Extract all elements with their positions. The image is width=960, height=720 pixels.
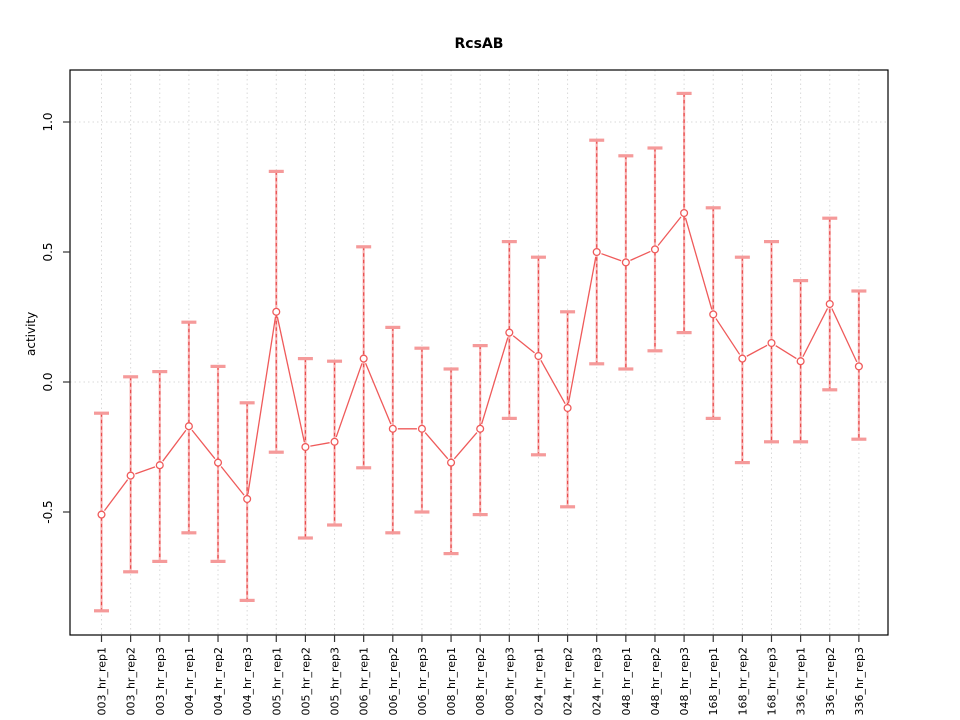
data-point <box>650 245 660 254</box>
x-tick-label: 024_hr_rep3 <box>591 647 604 716</box>
x-tick-label: 168_hr_rep3 <box>765 647 778 716</box>
x-tick-label: 004_hr_rep1 <box>183 647 196 716</box>
data-point <box>563 403 572 413</box>
series-line-segment <box>775 345 797 360</box>
series-line-segment <box>540 360 566 404</box>
data-point <box>680 208 689 218</box>
data-point <box>447 458 456 467</box>
data-point <box>301 442 310 452</box>
y-tick-label: 0.0 <box>41 372 55 391</box>
data-point <box>767 338 776 348</box>
x-tick-label: 005_hr_rep2 <box>299 647 312 716</box>
series-line-segment <box>657 216 682 246</box>
data-point <box>243 494 252 504</box>
data-point <box>621 258 630 267</box>
series-line-segment <box>684 217 713 310</box>
data-point <box>592 247 601 257</box>
data-point <box>476 424 485 433</box>
y-tick-label: -0.5 <box>41 500 55 523</box>
x-tick-label: 048_hr_rep2 <box>649 647 662 716</box>
data-point <box>854 362 863 371</box>
x-tick-label: 024_hr_rep2 <box>562 647 575 716</box>
series-line-segment <box>802 308 829 358</box>
data-point <box>213 458 223 467</box>
series-line-segment <box>424 432 449 460</box>
data-point <box>330 437 339 446</box>
x-tick-label: 003_hr_rep1 <box>96 647 109 716</box>
data-point <box>738 354 747 363</box>
data-point <box>388 424 397 433</box>
data-point <box>184 422 193 431</box>
data-point <box>126 471 135 480</box>
data-point <box>825 299 834 309</box>
x-tick-label: 003_hr_rep2 <box>125 647 138 716</box>
series-line-segment <box>715 318 741 355</box>
plot-box <box>69 69 889 636</box>
x-tick-label: 048_hr_rep1 <box>620 647 633 716</box>
x-tick-label: 005_hr_rep3 <box>329 647 342 716</box>
series-line-segment <box>746 344 768 357</box>
series-line-segment <box>335 363 363 438</box>
x-tick-label: 005_hr_rep1 <box>270 647 283 716</box>
x-tick-label: 336_hr_rep1 <box>795 647 808 716</box>
series-line-segment <box>481 337 509 425</box>
x-tick-label: 006_hr_rep3 <box>416 647 429 716</box>
y-tick-label: 1.0 <box>41 112 55 131</box>
series-line-segment <box>135 466 156 475</box>
series-line-segment <box>512 335 535 354</box>
x-tick-label: 168_hr_rep2 <box>736 647 749 716</box>
series-line-segment <box>453 432 478 460</box>
data-point <box>534 351 543 361</box>
data-point <box>417 424 426 433</box>
series-line-segment <box>276 316 305 443</box>
x-tick-label: 004_hr_rep3 <box>241 647 254 716</box>
x-tick-label: 008_hr_rep1 <box>445 647 458 716</box>
series-line-segment <box>103 479 129 511</box>
x-tick-label: 006_hr_rep1 <box>358 647 371 716</box>
data-point <box>97 510 106 519</box>
series-line-segment <box>220 466 245 496</box>
series-line-segment <box>247 316 277 495</box>
x-tick-label: 168_hr_rep1 <box>707 647 720 716</box>
data-point <box>272 307 281 316</box>
series-line-segment <box>831 308 858 363</box>
data-point <box>505 328 514 337</box>
x-tick-label: 006_hr_rep2 <box>387 647 400 716</box>
series-line-segment <box>601 253 622 262</box>
x-tick-label: 008_hr_rep3 <box>503 647 516 716</box>
series-line-segment <box>162 429 187 462</box>
data-point <box>155 461 164 470</box>
series-line-segment <box>191 429 216 460</box>
x-tick-label: 024_hr_rep1 <box>532 647 545 716</box>
series-line-segment <box>567 256 597 404</box>
x-tick-label: 008_hr_rep2 <box>474 647 487 716</box>
data-point <box>359 354 368 363</box>
series-line-segment <box>364 362 392 425</box>
x-tick-label: 336_hr_rep3 <box>853 647 866 716</box>
x-tick-label: 004_hr_rep2 <box>212 647 225 716</box>
x-tick-label: 336_hr_rep2 <box>824 647 837 716</box>
x-tick-label: 003_hr_rep3 <box>154 647 167 716</box>
chart-title: RcsAB <box>454 36 504 52</box>
series-line-segment <box>310 442 330 447</box>
y-tick-label: 0.5 <box>41 242 55 261</box>
x-tick-label: 048_hr_rep3 <box>678 647 691 716</box>
series-line-segment <box>630 250 651 261</box>
data-point <box>709 310 718 319</box>
data-point <box>796 357 805 366</box>
